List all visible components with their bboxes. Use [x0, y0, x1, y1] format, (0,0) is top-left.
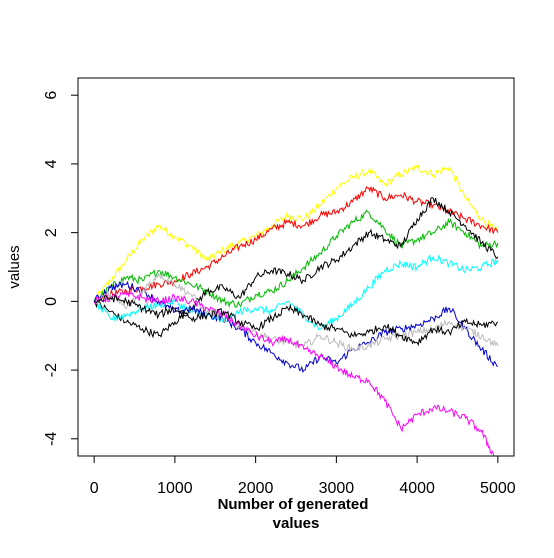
- x-tick-label: 1000: [157, 480, 193, 497]
- series-line-5: [94, 256, 498, 330]
- x-tick-label: 4000: [399, 480, 435, 497]
- x-axis: 0 1000 2000 3000 4000 5000: [90, 456, 516, 497]
- y-axis-label: values: [6, 245, 23, 288]
- y-tick-label: -2: [43, 363, 60, 377]
- series-line-8: [94, 291, 494, 456]
- x-tick-label: 0: [90, 480, 99, 497]
- y-axis: -4 -2 0 2 4 6: [43, 91, 78, 446]
- x-axis-label-line1: Number of generated: [218, 496, 369, 513]
- y-tick-label: 0: [43, 297, 60, 306]
- x-tick-label: 2000: [238, 480, 274, 497]
- y-tick-label: 4: [43, 159, 60, 168]
- y-tick-label: -4: [43, 432, 60, 446]
- y-tick-label: 2: [43, 228, 60, 237]
- x-tick-label: 5000: [480, 480, 516, 497]
- series-line-1: [94, 165, 498, 301]
- series-line-4: [94, 198, 498, 337]
- y-tick-label: 6: [43, 91, 60, 100]
- x-axis-label-line2: values: [273, 515, 320, 532]
- x-tick-label: 3000: [319, 480, 355, 497]
- series-layer: [94, 165, 498, 456]
